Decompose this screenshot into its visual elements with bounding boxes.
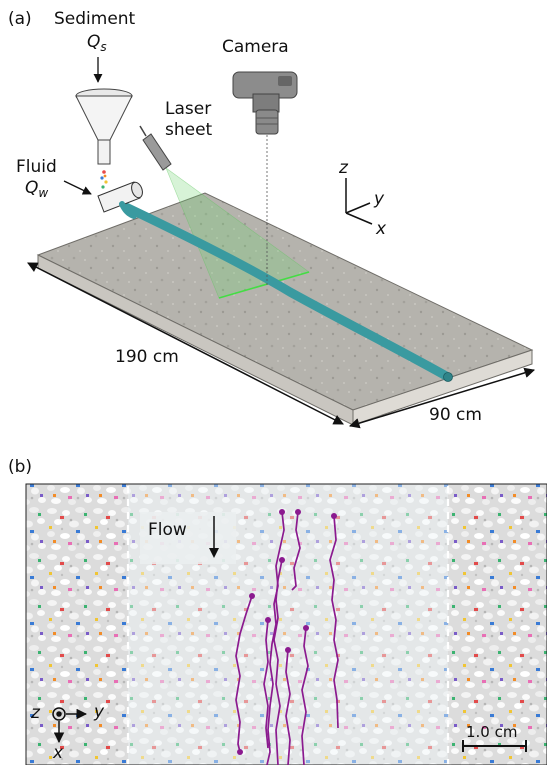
fluid-inlet-pipe: [97, 181, 143, 219]
trajectory: [263, 619, 269, 749]
trajectory-start: [265, 617, 271, 623]
laser-device: [139, 125, 172, 171]
trajectory: [266, 511, 285, 765]
length-label: 190 cm: [115, 347, 179, 367]
trajectory: [273, 559, 283, 765]
channel-outlet: [443, 372, 453, 382]
trajectory-start: [331, 513, 337, 519]
laser-label-line1: Laser: [165, 99, 212, 119]
axis-x-label-a: x: [376, 219, 387, 239]
axes-triad-a: [345, 178, 373, 225]
laser-label-line2: sheet: [165, 120, 213, 140]
axis-z-label-a: z: [339, 158, 348, 178]
trajectory-start: [303, 625, 309, 631]
trajectory-start: [279, 557, 285, 563]
trajectory: [291, 511, 301, 591]
trajectory-start-markers: [237, 509, 337, 755]
axis-z-label-b: z: [31, 703, 40, 723]
axis-y-label-a: y: [374, 189, 385, 209]
panel-a-label: (a): [8, 9, 32, 29]
flow-arrow-icon: [209, 516, 219, 558]
trajectory-start: [285, 647, 291, 653]
sediment-funnel: [75, 88, 133, 189]
axes-triad-b: [52, 707, 88, 744]
sediment-symbol: Qs: [87, 32, 107, 54]
particle-trajectories: [235, 511, 339, 765]
trajectory-start: [279, 509, 285, 515]
camera-device: [232, 71, 298, 135]
width-label: 90 cm: [429, 405, 482, 425]
axis-x-label-b: x: [53, 743, 64, 763]
sediment-title: Sediment: [54, 9, 136, 29]
trajectory-start: [249, 593, 255, 599]
fluid-title: Fluid: [16, 157, 57, 177]
camera-label: Camera: [222, 37, 289, 57]
fluid-arrow: [63, 180, 92, 195]
scale-bar-label: 1.0 cm: [466, 723, 518, 741]
trajectory: [235, 595, 253, 753]
panel-b-label: (b): [8, 457, 33, 477]
flow-indicator: Flow: [140, 512, 236, 564]
fluid-symbol: Qw: [25, 178, 49, 200]
scale-bar: [462, 740, 527, 752]
width-dimension-line: [348, 367, 536, 429]
flow-label: Flow: [148, 520, 187, 540]
length-dimension-line: [27, 262, 344, 425]
trajectory: [285, 649, 291, 765]
axis-y-label-b: y: [94, 702, 105, 722]
trajectory: [329, 515, 339, 729]
trajectory-start: [295, 509, 301, 515]
trajectory: [301, 627, 309, 765]
trajectory-start: [237, 749, 243, 755]
